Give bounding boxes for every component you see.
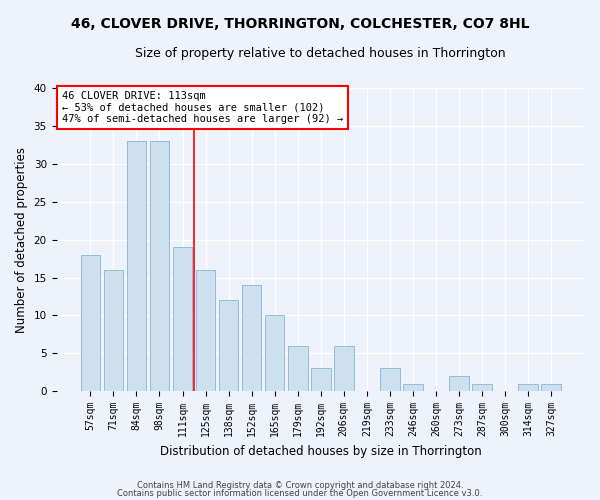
Bar (127, 141, 146, 391)
Text: 46 CLOVER DRIVE: 113sqm
← 53% of detached houses are smaller (102)
47% of semi-d: 46 CLOVER DRIVE: 113sqm ← 53% of detache… (62, 91, 343, 124)
Bar (449, 376, 469, 391)
Bar (242, 285, 262, 391)
Bar (149, 141, 169, 391)
Bar (173, 247, 193, 391)
Bar (288, 346, 308, 391)
Title: Size of property relative to detached houses in Thorrington: Size of property relative to detached ho… (136, 48, 506, 60)
Bar (196, 270, 215, 391)
Text: Contains public sector information licensed under the Open Government Licence v3: Contains public sector information licen… (118, 488, 482, 498)
Bar (518, 384, 538, 391)
Bar (219, 300, 238, 391)
Bar (403, 384, 423, 391)
Text: 46, CLOVER DRIVE, THORRINGTON, COLCHESTER, CO7 8HL: 46, CLOVER DRIVE, THORRINGTON, COLCHESTE… (71, 18, 529, 32)
Bar (104, 270, 123, 391)
Bar (472, 384, 492, 391)
Bar (380, 368, 400, 391)
Bar (311, 368, 331, 391)
Bar (334, 346, 353, 391)
X-axis label: Distribution of detached houses by size in Thorrington: Distribution of detached houses by size … (160, 444, 482, 458)
Bar (541, 384, 561, 391)
Text: Contains HM Land Registry data © Crown copyright and database right 2024.: Contains HM Land Registry data © Crown c… (137, 481, 463, 490)
Y-axis label: Number of detached properties: Number of detached properties (15, 146, 28, 332)
Bar (80, 255, 100, 391)
Bar (265, 316, 284, 391)
